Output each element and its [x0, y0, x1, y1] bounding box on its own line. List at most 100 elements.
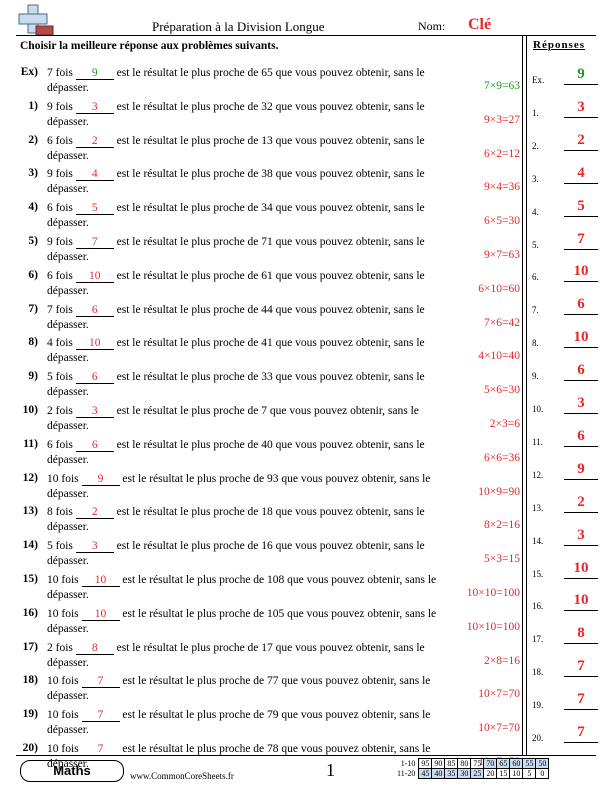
multiplication-hint: 10×10=100: [466, 620, 520, 633]
problem-number: 10): [22, 404, 38, 416]
problem-suffix: est le résultat le plus proche de 44 que…: [47, 303, 425, 331]
answer-value: 3: [577, 98, 585, 115]
answer-value: 7: [577, 691, 585, 708]
problem-number: 4): [28, 201, 38, 214]
problem-prefix: 2 fois: [47, 641, 76, 654]
answer-blank: 3: [75, 101, 114, 114]
problem-text: 5 fois 6 est le résultat le plus proche …: [47, 370, 455, 400]
problem-item: 9) 5 fois 6 est le résultat le plus proch…: [0, 370, 522, 404]
answer-slot: 2. 2: [532, 131, 598, 151]
answer-label: Ex.: [532, 75, 545, 85]
problem-suffix: est le résultat le plus proche de 13 que…: [47, 134, 425, 162]
answer-value: 6: [577, 427, 585, 444]
problem-suffix: est le résultat le plus proche de 77 que…: [47, 675, 431, 703]
problem-text: 6 fois 2 est le résultat le plus proche …: [47, 134, 455, 164]
answer-slot: 15. 10: [532, 559, 598, 579]
answer-slot: 7. 6: [532, 295, 598, 316]
problem-item: 17) 2 fois 8 est le résultat le plus proc…: [0, 641, 522, 675]
problem-prefix: 7 fois: [47, 67, 76, 79]
answer-blank: 9: [81, 473, 120, 486]
answer-label: 2.: [532, 140, 539, 151]
problem-item: 3) 9 fois 4 est le résultat le plus proch…: [0, 167, 522, 201]
multiplication-hint: 2×8=16: [484, 654, 520, 667]
answer-value: 10: [573, 559, 589, 576]
multiplication-hint: 5×6=30: [484, 384, 520, 397]
answer-underline: [564, 215, 598, 217]
problem-text: 10 fois 10 est le résultat le plus proch…: [47, 573, 455, 603]
answer-slot: 10. 3: [532, 394, 598, 414]
answer-slot: 14. 3: [532, 526, 598, 546]
problem-item: 5) 9 fois 7 est le résultat le plus proch…: [0, 235, 522, 269]
problem-prefix: 10 fois: [47, 574, 82, 586]
answer-value: 6: [577, 362, 585, 379]
problem-prefix: 4 fois: [47, 337, 76, 350]
answer-value: 4: [577, 164, 585, 181]
answer-blank: 10: [81, 574, 120, 587]
answer-label: 11.: [532, 436, 543, 447]
problem-text: 9 fois 3 est le résultat le plus proche …: [47, 100, 455, 130]
score-cell: 25: [470, 768, 485, 779]
multiplication-hint: 4×10=40: [478, 350, 520, 363]
problem-number: 15): [22, 573, 38, 585]
problem-prefix: 10 fois: [47, 743, 82, 755]
score-cell: 75: [470, 758, 485, 769]
problem-text: 9 fois 7 est le résultat le plus proche …: [47, 235, 455, 265]
answer-blank: 3: [75, 405, 114, 418]
problem-prefix: 5 fois: [47, 371, 76, 384]
answer-value: 9: [577, 460, 585, 477]
problem-number: 11): [23, 437, 38, 450]
subject-badge: Maths: [20, 760, 124, 782]
answer-blank: 2: [75, 506, 114, 520]
score-cell: 50: [535, 758, 550, 769]
problem-text: 7 fois 9 est le résultat le plus proche …: [47, 66, 455, 96]
problem-text: 10 fois 7 est le résultat le plus proche…: [47, 708, 455, 738]
example-problem: Ex) 7 fois 9 est le résultat le plus proc…: [0, 66, 522, 100]
problem-suffix: est le résultat le plus proche de 105 qu…: [47, 607, 437, 635]
problem-text: 10 fois 9 est le résultat le plus proche…: [47, 472, 455, 502]
problem-item: 2) 6 fois 2 est le résultat le plus proch…: [0, 134, 522, 168]
problem-prefix: 10 fois: [47, 709, 82, 722]
problem-suffix: est le résultat le plus proche de 61 que…: [47, 269, 425, 297]
problem-number: 6): [28, 268, 38, 281]
problem-item: 18) 10 fois 7 est le résultat le plus pro…: [0, 674, 522, 708]
multiplication-hint: 6×5=30: [484, 215, 520, 228]
answer-underline: [564, 643, 598, 645]
score-row-label: 1-10: [400, 759, 416, 768]
score-cell: 30: [457, 768, 472, 779]
problem-text: 7 fois 6 est le résultat le plus proche …: [47, 303, 455, 333]
score-row: 1-10 95 90 85 80 75 70 65 60 55 50: [395, 758, 550, 769]
answer-label: 14.: [532, 535, 544, 546]
problem-item: 4) 6 fois 5 est le résultat le plus proch…: [0, 201, 522, 235]
problem-suffix: est le résultat le plus proche de 79 que…: [47, 709, 431, 737]
answer-blank: 8: [75, 642, 114, 655]
problem-suffix: est le résultat le plus proche de 108 qu…: [47, 574, 437, 601]
problem-suffix: est le résultat le plus proche de 41 que…: [47, 337, 425, 365]
answer-value: 10: [573, 592, 589, 609]
instructions: Choisir la meilleure réponse aux problèm…: [20, 40, 279, 52]
answer-slot: 16. 10: [532, 591, 598, 612]
problem-suffix: est le résultat le plus proche de 40 que…: [47, 438, 425, 466]
answer-blank: 9: [75, 67, 114, 80]
problem-number: 7): [28, 302, 38, 315]
answer-blank: 10: [75, 270, 114, 283]
answer-label: 13.: [532, 502, 544, 513]
answer-label: 16.: [532, 601, 544, 612]
answer-underline: [564, 347, 598, 349]
answer-label: 10.: [532, 404, 544, 414]
answer-value: 2: [577, 493, 585, 510]
problem-prefix: 7 fois: [47, 303, 76, 316]
site-url: www.CommonCoreSheets.fr: [130, 771, 234, 781]
score-cell: 80: [457, 758, 472, 769]
problem-prefix: 2 fois: [47, 405, 76, 417]
problem-suffix: est le résultat le plus proche de 33 que…: [47, 371, 425, 399]
example-answer-slot: Ex. 9: [532, 65, 598, 85]
problem-suffix: est le résultat le plus proche de 34 que…: [47, 202, 425, 230]
problem-item: 13) 8 fois 2 est le résultat le plus proc…: [0, 505, 522, 539]
problem-number: 16): [22, 606, 38, 619]
score-cell: 60: [509, 758, 524, 769]
answer-label: 3.: [532, 173, 539, 184]
problem-number: 1): [28, 99, 38, 112]
score-row-label: 11-20: [397, 769, 416, 778]
problem-item: 8) 4 fois 10 est le résultat le plus proc…: [0, 336, 522, 370]
answer-label: 1.: [532, 107, 539, 118]
